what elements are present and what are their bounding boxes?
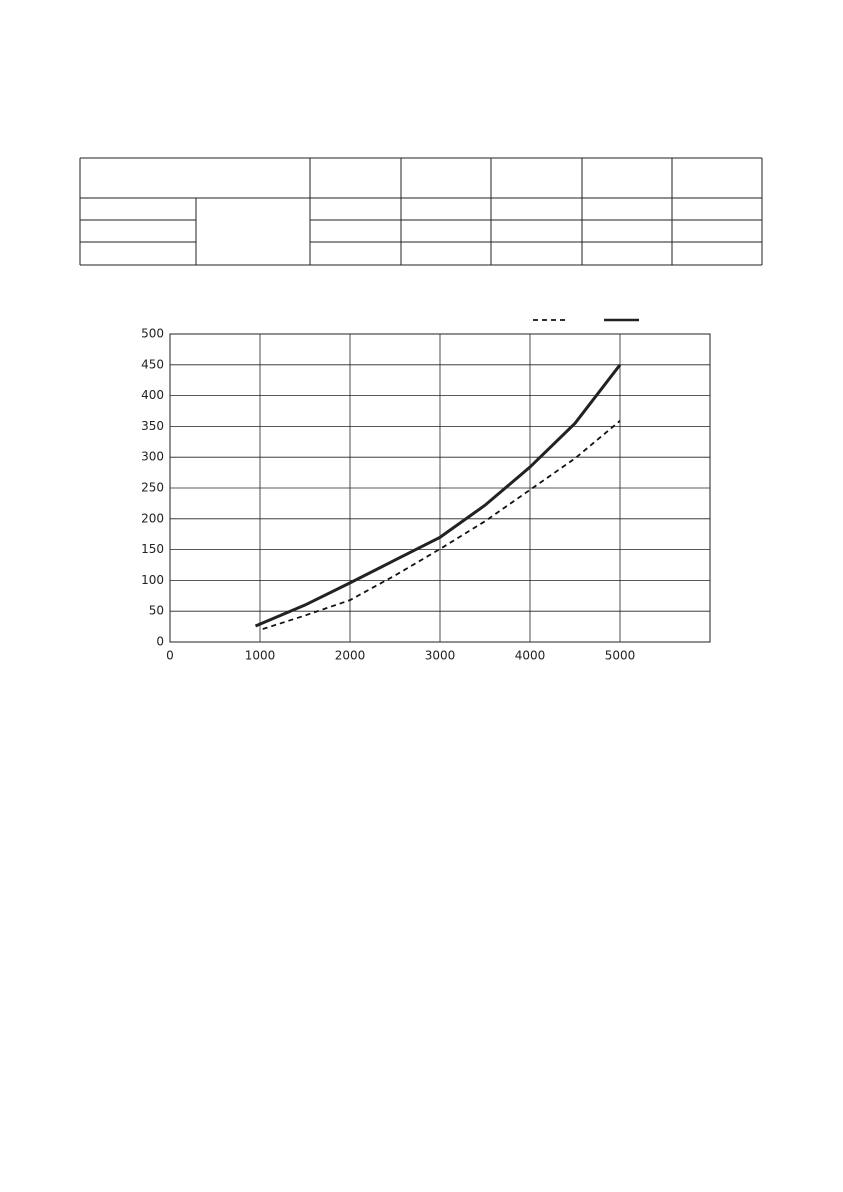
x-tick-label: 0 — [166, 649, 174, 663]
y-tick-label: 400 — [141, 388, 164, 402]
series-line — [254, 363, 622, 628]
table — [79, 157, 763, 266]
y-tick-label: 500 — [141, 327, 164, 341]
y-tick-label: 0 — [156, 635, 164, 649]
x-tick-label: 4000 — [515, 649, 546, 663]
y-tick-label: 50 — [149, 604, 164, 618]
y-tick-label: 250 — [141, 481, 164, 495]
y-tick-label: 450 — [141, 357, 164, 371]
x-tick-label: 5000 — [605, 649, 636, 663]
x-tick-label: 1000 — [245, 649, 276, 663]
y-tick-label: 200 — [141, 511, 164, 525]
x-tick-label: 2000 — [335, 649, 366, 663]
y-tick-label: 100 — [141, 573, 164, 587]
y-tick-label: 150 — [141, 542, 164, 556]
y-tick-label: 350 — [141, 419, 164, 433]
x-tick-label: 3000 — [425, 649, 456, 663]
y-tick-label: 300 — [141, 450, 164, 464]
